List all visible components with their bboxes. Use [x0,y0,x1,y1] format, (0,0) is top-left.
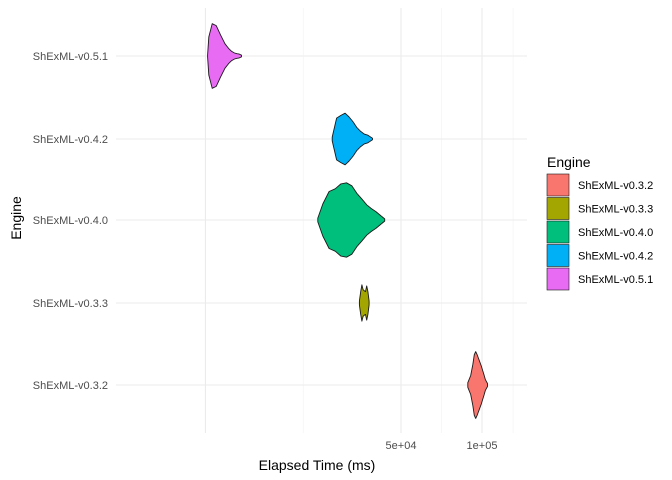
y-axis-title: Engine [8,196,24,240]
violin-ShExML-v0.4.0 [317,182,386,258]
y-tick-label: ShExML-v0.5.1 [33,51,108,63]
legend-swatch [546,220,570,244]
x-tick-label: 1e+05 [467,440,498,452]
legend-swatch [546,173,570,197]
legend-label: ShExML-v0.5.1 [578,274,653,286]
x-tick-label: 5e+04 [386,440,417,452]
violin-ShExML-v0.3.2 [467,351,488,419]
violin-ShExML-v0.3.3 [358,284,370,322]
legend-title: Engine [547,154,591,170]
legend-label: ShExML-v0.4.0 [578,227,653,239]
y-tick-label: ShExML-v0.3.2 [33,380,108,392]
y-tick-labels: ShExML-v0.3.2 ShExML-v0.3.3 ShExML-v0.4.0 S… [33,51,108,392]
violin-ShExML-v0.4.2 [331,112,373,166]
legend-label: ShExML-v0.3.3 [578,204,653,216]
legend: Engine ShExML-v0.3.2 ShExML-v0.3.3 ShExML-… [546,154,653,291]
legend-swatch [546,197,570,220]
legend-swatch [546,244,570,267]
y-tick-label: ShExML-v0.4.0 [33,215,108,227]
violin-ShExML-v0.5.1 [207,23,242,89]
y-tick-label: ShExML-v0.4.2 [33,134,108,146]
legend-swatch [546,267,570,291]
legend-label: ShExML-v0.3.2 [578,180,653,192]
x-axis-title: Elapsed Time (ms) [259,457,376,473]
violin-layer [207,23,488,419]
y-tick-label: ShExML-v0.3.3 [33,298,108,310]
legend-label: ShExML-v0.4.2 [578,251,653,263]
x-tick-labels: 5e+04 1e+05 [386,440,498,452]
